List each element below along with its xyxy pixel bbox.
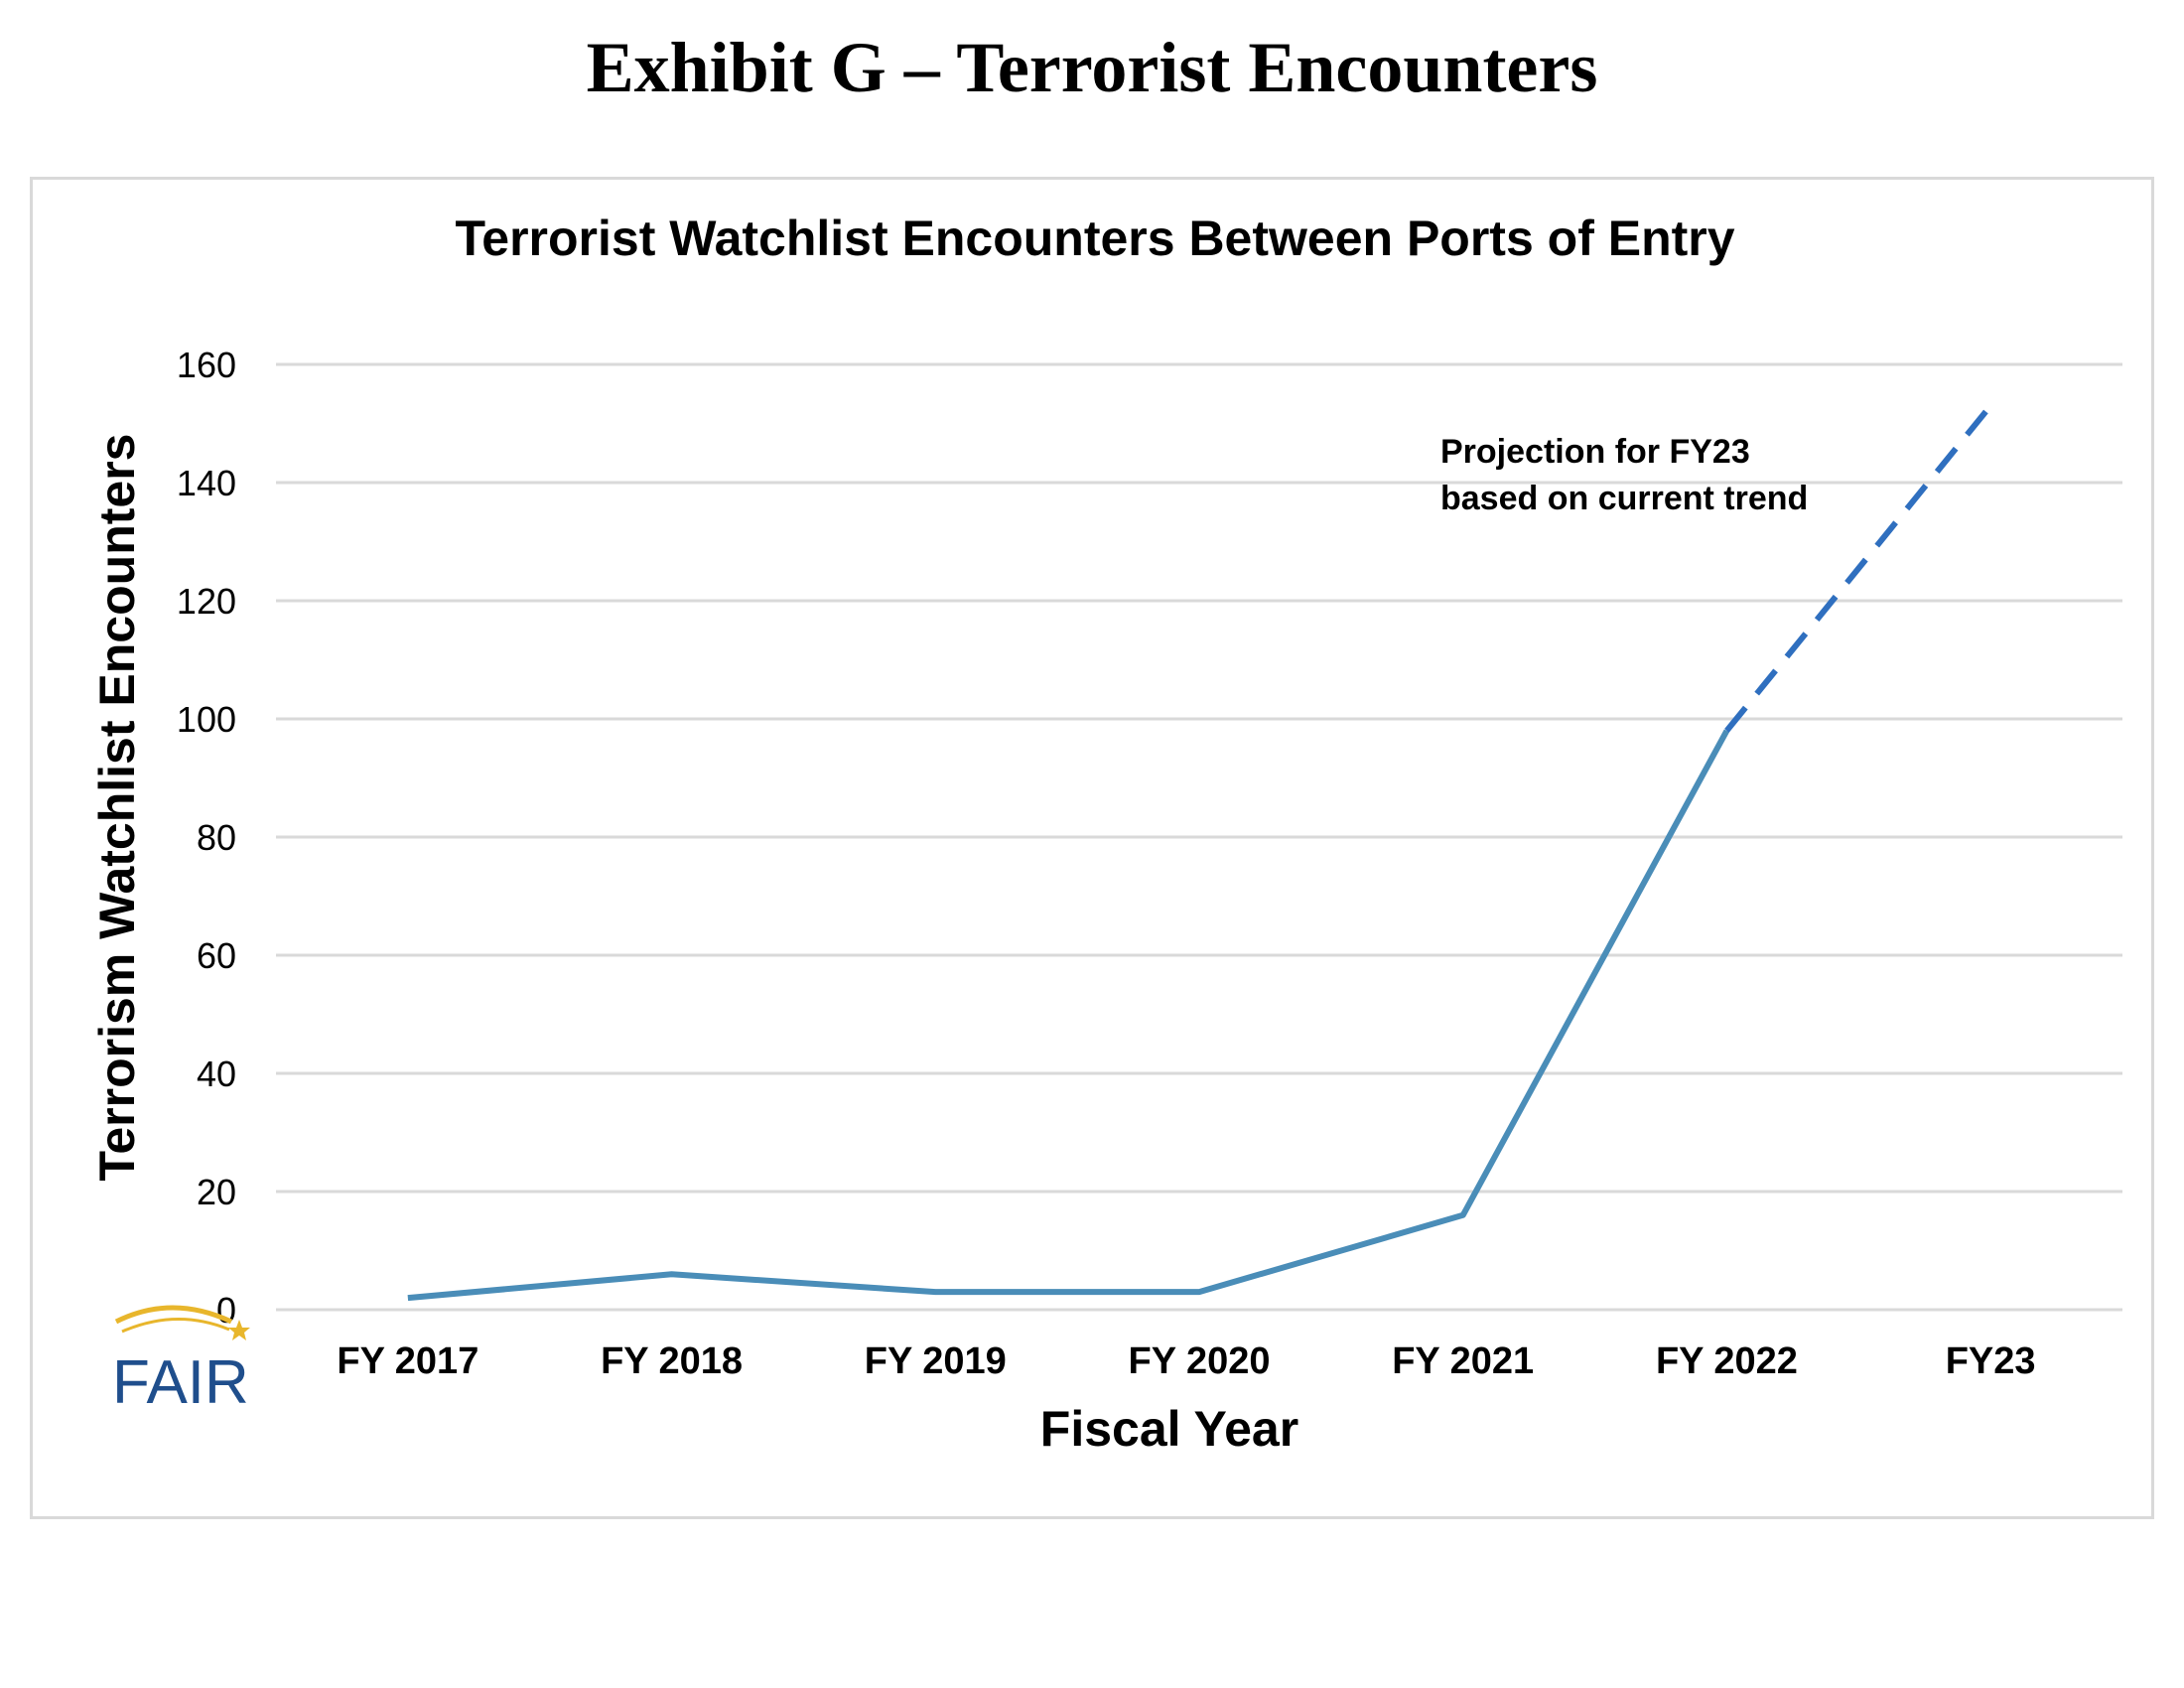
x-tick-label: FY 2018 <box>601 1340 743 1382</box>
y-tick-label: 100 <box>177 699 236 740</box>
chart-frame: Terrorist Watchlist Encounters Between P… <box>30 177 2154 1519</box>
x-axis-label: Fiscal Year <box>1040 1401 1298 1457</box>
fair-logo: FAIR <box>112 1305 250 1417</box>
x-tick-label: FY 2021 <box>1392 1340 1534 1382</box>
projection-annotation-line-1: Projection for FY23 <box>1440 433 1750 471</box>
x-tick-label: FY 2020 <box>1129 1340 1271 1382</box>
logo-star <box>228 1320 250 1340</box>
y-tick-label: 160 <box>177 345 236 385</box>
chart-title: Terrorist Watchlist Encounters Between P… <box>455 211 1734 266</box>
y-axis-label: Terrorism Watchlist Encounters <box>89 434 145 1182</box>
y-tick-label: 80 <box>197 817 236 858</box>
projection-annotation-line-2: based on current trend <box>1440 480 1808 517</box>
x-tick-label: FY23 <box>1946 1340 2036 1382</box>
encounters-line <box>407 729 1730 1302</box>
y-tick-label: 140 <box>177 463 236 503</box>
x-tick-label: FY 2019 <box>865 1340 1007 1382</box>
y-tick-label: 20 <box>197 1172 236 1212</box>
y-tick-label: 40 <box>197 1054 236 1094</box>
logo-swoosh <box>121 1318 230 1334</box>
projection-line <box>1724 403 1993 733</box>
x-tick-label: FY 2017 <box>337 1340 478 1382</box>
logo-swoosh <box>114 1305 233 1325</box>
y-tick-label: 120 <box>177 581 236 622</box>
exhibit-title: Exhibit G – Terrorist Encounters <box>586 28 1598 107</box>
logo-text: FAIR <box>112 1348 249 1417</box>
x-tick-labels: FY 2017 FY 2018 FY 2019 FY 2020 FY 2021 FY 20… <box>337 1340 2035 1382</box>
y-tick-label: 60 <box>197 935 236 976</box>
line-chart: Terrorist Watchlist Encounters Between P… <box>89 211 2122 1457</box>
series-lines <box>407 403 1993 1302</box>
gridlines <box>276 362 2122 1312</box>
x-tick-label: FY 2022 <box>1656 1340 1798 1382</box>
